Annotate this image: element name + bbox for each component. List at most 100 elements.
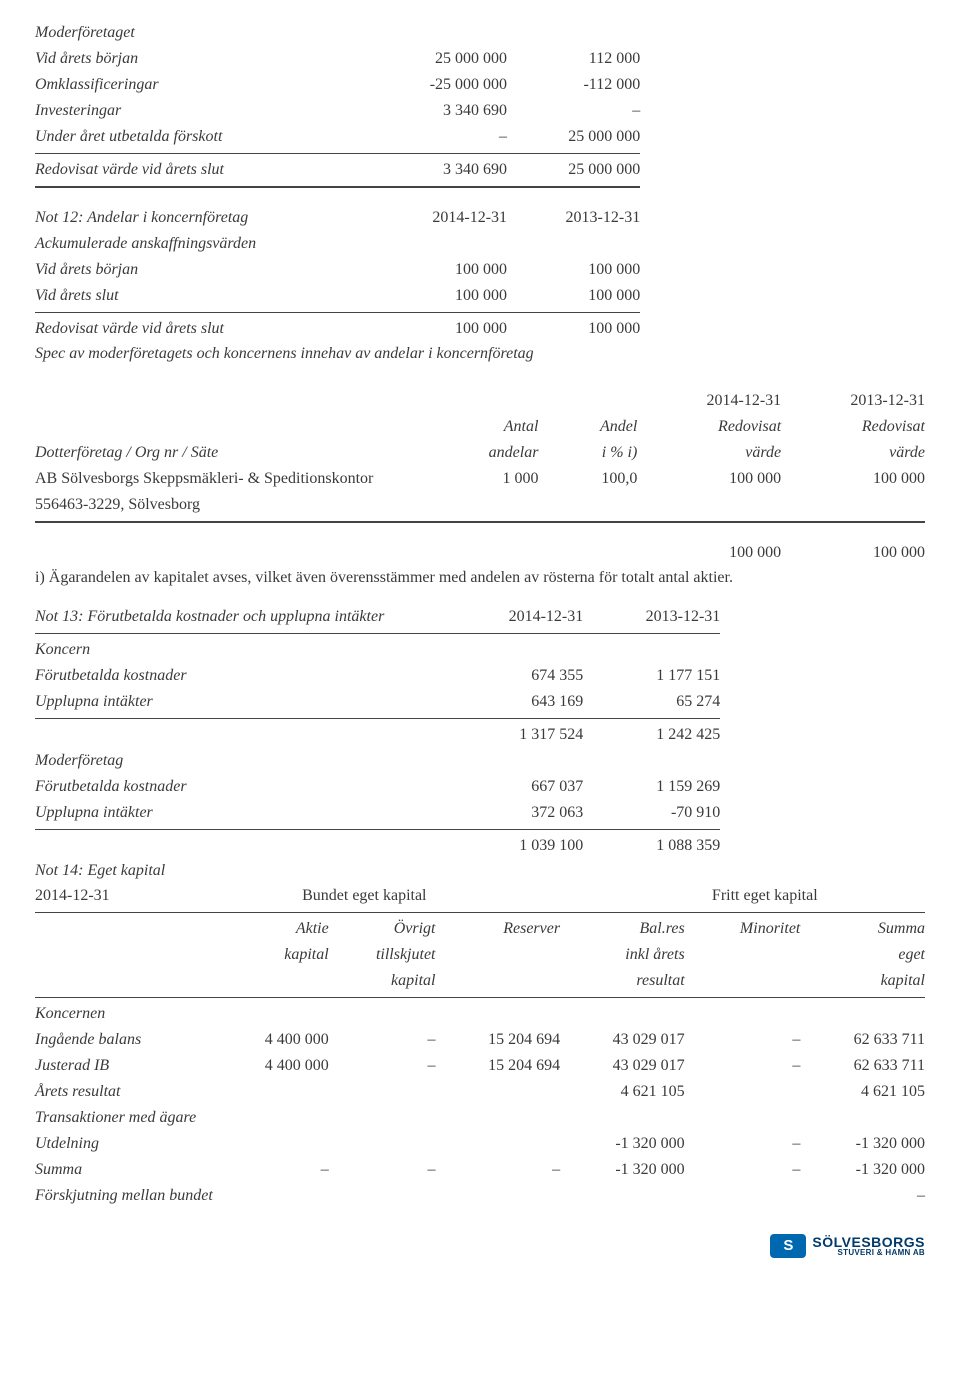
logo: S SÖLVESBORGS STUVERI & HAMN AB (35, 1234, 925, 1258)
col-head: Antal (440, 414, 539, 440)
cell: 674 355 (446, 663, 583, 689)
col-head: 2014-12-31 (637, 388, 781, 414)
col-head: Övrigt (329, 916, 436, 942)
row-label: Redovisat värde vid årets slut (35, 157, 374, 183)
cell: -1 320 000 (560, 1157, 685, 1183)
cell: 100,0 (538, 466, 637, 492)
cell: 3 340 690 (374, 98, 507, 124)
group-label: Moderföretag (35, 748, 446, 774)
col-head: Dotterföretag / Org nr / Säte (35, 440, 440, 466)
row-label: Summa (35, 1157, 213, 1183)
cell: 1 177 151 (583, 663, 720, 689)
cell: – (329, 1157, 436, 1183)
cell: 1 242 425 (583, 722, 720, 748)
cell: 3 340 690 (374, 157, 507, 183)
row-label: Utdelning (35, 1131, 213, 1157)
cell: -70 910 (583, 800, 720, 826)
col-head: kapital (800, 968, 925, 994)
group-head: Bundet eget kapital (213, 883, 516, 909)
table-not14-body: Koncernen Ingående balans4 400 000 – 15 20… (35, 1001, 925, 1209)
col-head: Reserver (435, 916, 560, 942)
row-label: Investeringar (35, 98, 374, 124)
group-label: Koncernen (35, 1001, 213, 1027)
row-label: Omklassificeringar (35, 72, 374, 98)
row-label: Vid årets början (35, 257, 374, 283)
cell: 667 037 (446, 774, 583, 800)
cell: 100 000 (374, 316, 507, 342)
cell: 643 169 (446, 689, 583, 715)
cell (685, 1183, 801, 1209)
cell: 100 000 (781, 466, 925, 492)
col-head: i % i) (538, 440, 637, 466)
table-not13-moder: Moderföretag Förutbetalda kostnader667 0… (35, 748, 720, 826)
cell: – (685, 1027, 801, 1053)
row-label: Förskjutning mellan bundet (35, 1183, 213, 1209)
cell: 1 317 524 (446, 722, 583, 748)
note-title: Not 12: Andelar i koncernföretag (35, 205, 374, 231)
row-label: Vid årets slut (35, 283, 374, 309)
col-head: Redovisat (637, 414, 781, 440)
table-not13-head: Not 13: Förutbetalda kostnader och upplu… (35, 604, 720, 630)
col-head: inkl årets (560, 942, 685, 968)
table-subsidiaries: 2014-12-312013-12-31 AntalAndelRedovisat… (35, 388, 925, 518)
row-label: Vid årets början (35, 46, 374, 72)
table-moderforetaget: Moderföretaget Vid årets början25 000 00… (35, 20, 640, 150)
cell: -1 320 000 (800, 1131, 925, 1157)
cell: -1 320 000 (560, 1131, 685, 1157)
cell: -112 000 (507, 72, 640, 98)
cell: 15 204 694 (435, 1027, 560, 1053)
cell: 100 000 (637, 540, 781, 566)
cell (435, 1105, 560, 1131)
cell: – (435, 1157, 560, 1183)
col-head: resultat (560, 968, 685, 994)
table-sum: 1 039 1001 088 359 (35, 833, 720, 859)
col-head: Andel (538, 414, 637, 440)
row-label: Upplupna intäkter (35, 800, 446, 826)
col-head: kapital (329, 968, 436, 994)
cell (329, 1105, 436, 1131)
row-label: Justerad IB (35, 1053, 213, 1079)
cell: -25 000 000 (374, 72, 507, 98)
row-label: Förutbetalda kostnader (35, 663, 446, 689)
col-head: Summa (800, 916, 925, 942)
row-label: Transaktioner med ägare (35, 1105, 213, 1131)
cell (213, 1131, 329, 1157)
cell (329, 1183, 436, 1209)
group-head: Fritt eget kapital (605, 883, 925, 909)
cell: 4 621 105 (560, 1079, 685, 1105)
cell: – (507, 98, 640, 124)
cell: 25 000 000 (507, 157, 640, 183)
cell: – (685, 1131, 801, 1157)
table-not14: AktieÖvrigtReserverBal.resMinoritetSumma… (35, 916, 925, 994)
cell: 100 000 (374, 257, 507, 283)
cell: 372 063 (446, 800, 583, 826)
table-not13-koncern: Koncern Förutbetalda kostnader674 3551 1… (35, 637, 720, 715)
row-label: Upplupna intäkter (35, 689, 446, 715)
col-head: 2013-12-31 (507, 205, 640, 231)
logo-sub: STUVERI & HAMN AB (812, 1249, 925, 1258)
cell: 100 000 (507, 316, 640, 342)
row-label: Årets resultat (35, 1079, 213, 1105)
col-head: 2014-12-31 (374, 205, 507, 231)
cell (329, 1079, 436, 1105)
cell: 43 029 017 (560, 1027, 685, 1053)
cell (560, 1105, 685, 1131)
cell (435, 1131, 560, 1157)
cell: 100 000 (374, 283, 507, 309)
cell (213, 1183, 329, 1209)
cell (685, 1105, 801, 1131)
cell: 100 000 (637, 466, 781, 492)
cell: 100 000 (507, 257, 640, 283)
table-not12: Not 12: Andelar i koncernföretag2014-12-… (35, 205, 640, 309)
cell: – (374, 124, 507, 150)
cell (685, 1079, 801, 1105)
cell: 1 088 359 (583, 833, 720, 859)
col-head: Minoritet (685, 916, 801, 942)
section-title: Moderföretaget (35, 20, 374, 46)
cell: 4 400 000 (213, 1027, 329, 1053)
table-sum: 1 317 5241 242 425 (35, 722, 720, 748)
col-head: andelar (440, 440, 539, 466)
logo-icon: S (770, 1234, 806, 1258)
cell: 4 621 105 (800, 1079, 925, 1105)
row-label: Ingående balans (35, 1027, 213, 1053)
